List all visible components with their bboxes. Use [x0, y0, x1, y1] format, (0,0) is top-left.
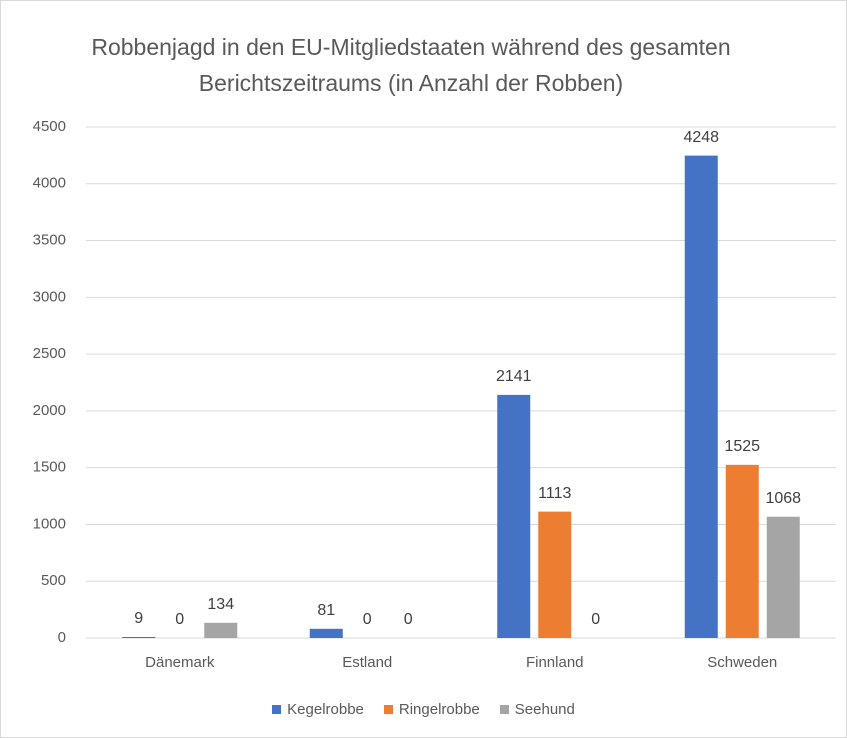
- y-tick-label: 1000: [33, 515, 66, 532]
- data-label: 0: [175, 611, 184, 628]
- data-label: 134: [207, 596, 234, 613]
- data-label: 9: [134, 610, 143, 627]
- legend-label: Ringelrobbe: [398, 701, 480, 718]
- data-label: 0: [591, 611, 600, 628]
- y-tick-label: 3500: [33, 232, 66, 249]
- x-tick-label: Dänemark: [145, 654, 215, 671]
- legend-swatch: [499, 705, 509, 714]
- y-tick-label: 3000: [33, 288, 66, 305]
- bar: [122, 636, 156, 638]
- bar: [766, 516, 800, 638]
- data-label: 4248: [683, 129, 719, 146]
- y-tick-label: 4500: [33, 118, 66, 135]
- legend-item: Seehund: [499, 701, 575, 718]
- data-label: 1113: [538, 485, 571, 502]
- legend-item: Kegelrobbe: [272, 701, 364, 718]
- legend-swatch: [383, 705, 393, 714]
- legend: Kegelrobbe Ringelrobbe Seehund: [1, 701, 846, 718]
- data-label: 0: [404, 611, 413, 628]
- y-tick-label: 0: [58, 629, 66, 646]
- bar: [497, 394, 531, 638]
- bar: [684, 155, 718, 638]
- y-tick-label: 500: [41, 572, 66, 589]
- y-tick-label: 2500: [33, 345, 66, 362]
- bar: [204, 622, 238, 638]
- x-tick-label: Finnland: [526, 654, 584, 671]
- y-tick-label: 1500: [33, 459, 66, 476]
- bar: [309, 628, 343, 638]
- x-tick-label: Estland: [342, 654, 392, 671]
- y-tick-label: 2000: [33, 402, 66, 419]
- data-label: 0: [363, 611, 372, 628]
- bar: [725, 464, 759, 638]
- y-tick-label: 4000: [33, 175, 66, 192]
- data-label: 2141: [496, 368, 532, 385]
- legend-label: Seehund: [514, 701, 575, 718]
- chart-title: Robbenjagd in den EU-Mitgliedstaaten wäh…: [91, 34, 731, 96]
- data-label: 1525: [724, 438, 760, 455]
- legend-label: Kegelrobbe: [287, 701, 364, 718]
- legend-item: Ringelrobbe: [383, 701, 480, 718]
- bar: [538, 511, 572, 638]
- data-label: 81: [317, 602, 335, 619]
- data-label: 1068: [765, 490, 801, 507]
- x-tick-label: Schweden: [707, 654, 777, 671]
- legend-swatch: [272, 705, 282, 714]
